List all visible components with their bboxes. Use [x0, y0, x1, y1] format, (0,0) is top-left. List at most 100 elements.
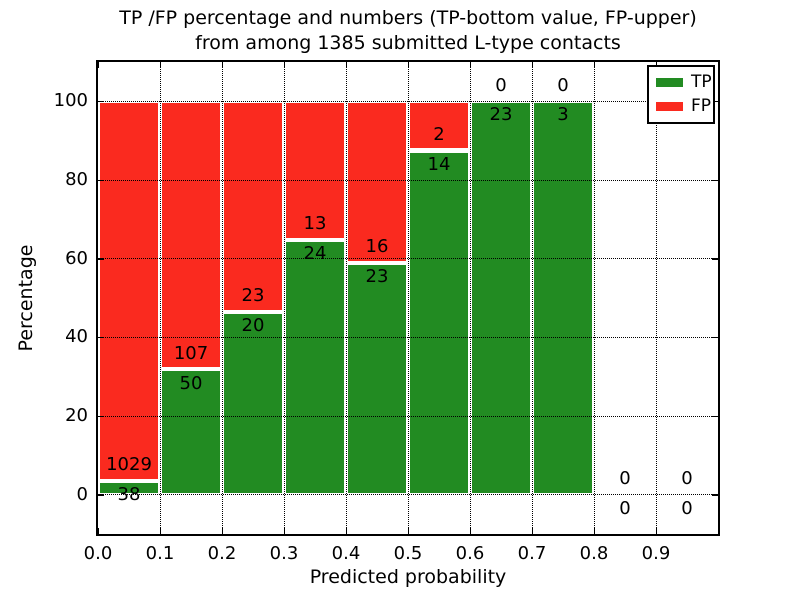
y-tick-mark: [712, 258, 718, 260]
tp-count-label: 23: [365, 265, 389, 287]
tp-count-label: 0: [619, 497, 631, 519]
x-tick-label: 0.0: [83, 543, 113, 564]
y-tick-label: 100: [53, 90, 88, 112]
bar-tp-segment: [532, 101, 594, 495]
bar-tp-segment: [222, 311, 284, 495]
y-tick-mark: [712, 336, 718, 339]
tp-count-label: 24: [303, 242, 327, 264]
x-tick-mark: [159, 528, 161, 534]
bar-tp-segment: [98, 480, 160, 495]
y-tick-mark: [98, 494, 104, 496]
legend-label-fp: FP: [691, 96, 712, 116]
tp-count-label: 0: [681, 497, 693, 519]
fp-count-label: 23: [241, 284, 265, 306]
x-gridline: [593, 62, 595, 534]
x-tick-mark: [345, 62, 347, 68]
fp-count-label: 0: [681, 467, 693, 489]
bar-fp-segment: [346, 101, 408, 263]
x-tick-mark: [221, 528, 223, 534]
x-tick-mark: [531, 528, 533, 534]
tp-count-label: 38: [117, 483, 141, 505]
bar-tp-segment: [160, 369, 222, 495]
fp-count-label: 107: [173, 342, 209, 364]
x-tick-label: 0.9: [641, 543, 671, 564]
chart-title: TP /FP percentage and numbers (TP-bottom…: [96, 6, 720, 56]
x-tick-label: 0.2: [207, 543, 237, 564]
y-tick-mark: [98, 415, 104, 417]
bar-tp-segment: [346, 262, 408, 495]
y-gridline: [98, 258, 718, 260]
y-tick-label: 80: [65, 169, 88, 190]
x-axis-label: Predicted probability: [309, 566, 507, 588]
y-tick-mark: [98, 179, 104, 181]
y-tick-mark: [712, 100, 718, 103]
x-tick-label: 0.1: [145, 543, 175, 564]
legend-item-fp: FP: [656, 98, 711, 115]
x-tick-mark: [407, 528, 409, 534]
x-gridline: [655, 62, 657, 534]
x-tick-mark: [283, 62, 285, 68]
x-tick-mark: [407, 62, 409, 68]
x-tick-mark: [593, 528, 595, 534]
bar-fp-segment: [284, 101, 346, 240]
x-tick-label: 0.6: [455, 543, 485, 564]
fp-count-label: 2: [433, 123, 445, 145]
chart-title-line2: from among 1385 submitted L-type contact…: [195, 32, 621, 54]
y-tick-label: 40: [65, 326, 88, 348]
x-tick-mark: [655, 528, 657, 534]
bar-tp-segment: [470, 101, 532, 495]
bar-fp-segment: [408, 101, 470, 151]
tp-count-label: 14: [427, 153, 451, 175]
x-gridline: [531, 62, 533, 534]
y-gridline: [98, 494, 718, 496]
y-gridline: [98, 179, 718, 181]
y-gridline: [98, 336, 718, 338]
y-gridline: [98, 415, 718, 417]
x-tick-mark: [469, 62, 471, 68]
x-gridline: [159, 62, 161, 534]
bar-tp-segment: [284, 239, 346, 495]
x-tick-mark: [531, 62, 533, 68]
legend-label-tp: TP: [691, 72, 712, 92]
chart-title-line1: TP /FP percentage and numbers (TP-bottom…: [119, 7, 697, 29]
bar-fp-segment: [98, 101, 160, 481]
fp-count-label: 0: [557, 74, 569, 96]
y-tick-mark: [98, 100, 104, 103]
y-axis-label: Percentage: [15, 244, 37, 352]
x-tick-label: 0.5: [393, 543, 423, 564]
x-tick-mark: [221, 62, 223, 68]
y-tick-mark: [98, 336, 104, 339]
y-tick-label: 20: [65, 405, 88, 426]
x-tick-mark: [593, 62, 595, 68]
fp-color-swatch: [656, 102, 683, 111]
x-tick-label: 0.4: [331, 543, 361, 564]
fp-count-label: 13: [303, 212, 327, 234]
y-tick-mark: [98, 258, 104, 260]
x-tick-mark: [345, 528, 347, 534]
y-tick-mark: [712, 494, 718, 496]
x-gridline: [283, 62, 285, 534]
bar-fp-segment: [222, 101, 284, 312]
x-gridline: [407, 62, 409, 534]
y-gridline: [98, 100, 718, 102]
legend: TP FP: [647, 65, 715, 124]
x-tick-mark: [97, 528, 99, 534]
x-gridline: [345, 62, 347, 534]
x-gridline: [221, 62, 223, 534]
x-tick-label: 0.7: [517, 543, 547, 564]
x-tick-mark: [97, 62, 99, 68]
tp-count-label: 3: [557, 104, 569, 126]
x-gridline: [469, 62, 471, 534]
tp-color-swatch: [656, 78, 683, 87]
fp-count-label: 16: [365, 235, 389, 257]
bar-fp-segment: [160, 101, 222, 370]
y-tick-mark: [712, 415, 718, 417]
x-tick-mark: [159, 62, 161, 68]
y-tick-label: 60: [65, 247, 88, 269]
y-tick-label: 0: [76, 483, 88, 505]
plot-area: 1029 38 107 50 23 20 13 24 16 23 2 14 0 23 0 3 0 0 0 0: [96, 60, 720, 536]
x-tick-label: 0.8: [579, 543, 609, 564]
x-tick-label: 0.3: [269, 543, 299, 564]
fp-count-label: 1029: [106, 453, 152, 475]
